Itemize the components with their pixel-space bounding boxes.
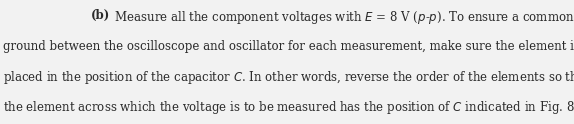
Text: placed in the position of the capacitor $C$. In other words, reverse the order o: placed in the position of the capacitor … [3,69,574,86]
Text: the element across which the voltage is to be measured has the position of $C$ i: the element across which the voltage is … [3,99,574,116]
Text: Measure all the component voltages with $E$ = 8 V ($p$-$p$). To ensure a common: Measure all the component voltages with … [107,9,574,26]
Text: ground between the oscilloscope and oscillator for each measurement, make sure t: ground between the oscilloscope and osci… [3,40,574,53]
Text: (b): (b) [91,9,110,22]
